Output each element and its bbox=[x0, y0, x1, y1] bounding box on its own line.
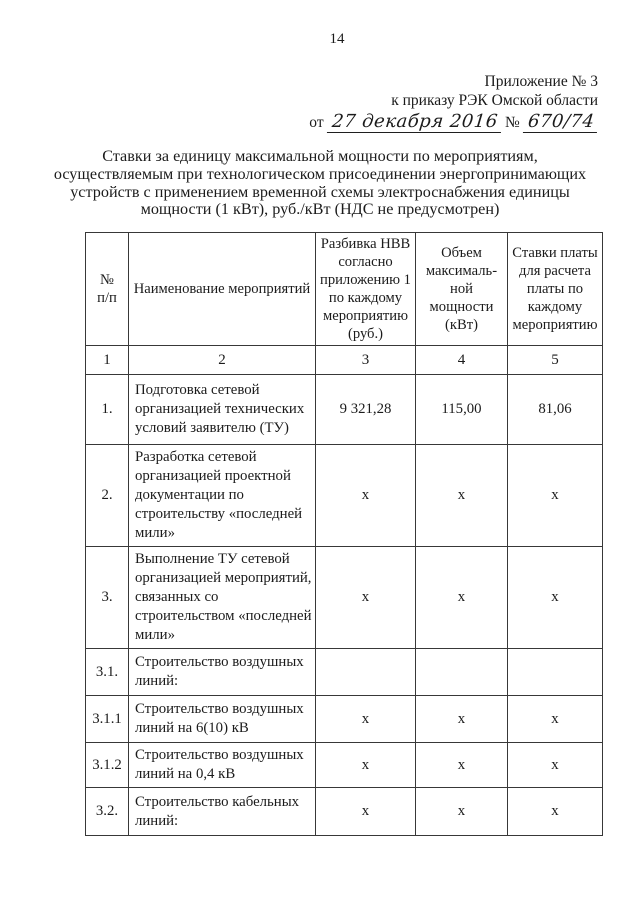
column-number-4: 4 bbox=[415, 345, 508, 376]
table-row: 3. Выполнение ТУ сетевой организацией ме… bbox=[85, 546, 603, 650]
row-number-cell: 2. bbox=[85, 444, 129, 548]
table-header-row: № п/п Наименование мероприятий Разбивка … bbox=[85, 232, 603, 347]
table-row: 3.1.1 Строительство воздушных линий на 6… bbox=[85, 695, 603, 744]
appendix-line-1: Приложение № 3 bbox=[484, 73, 598, 90]
rate-value-cell bbox=[507, 648, 603, 697]
nvv-value-cell: х bbox=[315, 444, 416, 548]
header-cell-num: № п/п bbox=[85, 232, 129, 347]
measure-name-cell: Строительство воздушных линий на 6(10) к… bbox=[128, 695, 316, 744]
nvv-value-cell bbox=[315, 648, 416, 697]
rate-value-cell: х bbox=[507, 546, 603, 650]
rate-value-cell: 81,06 bbox=[507, 374, 603, 446]
measure-name-cell: Строительство кабельных линий: bbox=[128, 787, 316, 837]
appendix-date-line: от 27 декабря 2016 № 670/74 bbox=[0, 111, 600, 135]
column-number-5: 5 bbox=[507, 345, 603, 376]
document-title: Ставки за единицу максимальной мощности … bbox=[53, 147, 587, 219]
header-cell-name: Наименование мероприятий bbox=[128, 232, 316, 347]
header-cell-rate: Ставки платы для расчета платы по каждом… bbox=[507, 232, 603, 347]
rate-value-cell: х bbox=[507, 444, 603, 548]
volume-value-cell: х bbox=[415, 787, 508, 837]
rate-value-cell: х bbox=[507, 695, 603, 744]
number-sign: № bbox=[505, 114, 520, 131]
measure-name-cell: Выполнение ТУ сетевой организацией мероп… bbox=[128, 546, 316, 650]
appendix-line-2: к приказу РЭК Омской области bbox=[391, 92, 598, 109]
table-row: 3.1. Строительство воздушных линий: bbox=[85, 648, 603, 697]
table-row: 3.2. Строительство кабельных линий: х х … bbox=[85, 787, 603, 837]
rate-value-cell: х bbox=[507, 787, 603, 837]
nvv-value-cell: х bbox=[315, 546, 416, 650]
handwritten-number: 670/74 bbox=[522, 111, 600, 133]
rates-table-wrapper: № п/п Наименование мероприятий Разбивка … bbox=[85, 232, 640, 837]
row-number-cell: 3.1. bbox=[85, 648, 129, 697]
column-number-2: 2 bbox=[128, 345, 316, 376]
table-row: 2. Разработка сетевой организацией проек… bbox=[85, 444, 603, 548]
from-label: от bbox=[309, 114, 324, 131]
page-number-value: 14 bbox=[329, 31, 345, 47]
measure-name-cell: Подготовка сетевой организацией техничес… bbox=[128, 374, 316, 446]
table-row: 1. Подготовка сетевой организацией техни… bbox=[85, 374, 603, 446]
row-number-cell: 3.1.2 bbox=[85, 742, 129, 789]
nvv-value-cell: х bbox=[315, 695, 416, 744]
volume-value-cell: 115,00 bbox=[415, 374, 508, 446]
header-cell-volume: Объем максималь- ной мощности (кВт) bbox=[415, 232, 508, 347]
volume-value-cell: х bbox=[415, 695, 508, 744]
header-cell-nvv: Разбивка НВВ согласно приложению 1 по ка… bbox=[315, 232, 416, 347]
column-number-row: 1 2 3 4 5 bbox=[85, 345, 603, 376]
rate-value-cell: х bbox=[507, 742, 603, 789]
measure-name-cell: Строительство воздушных линий на 0,4 кВ bbox=[128, 742, 316, 789]
measure-name-cell: Строительство воздушных линий: bbox=[128, 648, 316, 697]
row-number-cell: 3.1.1 bbox=[85, 695, 129, 744]
nvv-value-cell: х bbox=[315, 742, 416, 789]
column-number-1: 1 bbox=[85, 345, 129, 376]
rates-table: № п/п Наименование мероприятий Разбивка … bbox=[85, 232, 603, 837]
table-row: 3.1.2 Строительство воздушных линий на 0… bbox=[85, 742, 603, 789]
volume-value-cell: х bbox=[415, 546, 508, 650]
table-body: 1. Подготовка сетевой организацией техни… bbox=[85, 374, 603, 837]
column-number-3: 3 bbox=[315, 345, 416, 376]
row-number-cell: 1. bbox=[85, 374, 129, 446]
row-number-cell: 3. bbox=[85, 546, 129, 650]
appendix-block: Приложение № 3 к приказу РЭК Омской обла… bbox=[0, 72, 640, 135]
nvv-value-cell: х bbox=[315, 787, 416, 837]
measure-name-cell: Разработка сетевой организацией проектно… bbox=[128, 444, 316, 548]
volume-value-cell: х bbox=[415, 444, 508, 548]
handwritten-date: 27 декабря 2016 bbox=[326, 111, 503, 133]
volume-value-cell: х bbox=[415, 742, 508, 789]
volume-value-cell bbox=[415, 648, 508, 697]
page-number: 14 bbox=[0, 0, 640, 48]
row-number-cell: 3.2. bbox=[85, 787, 129, 837]
nvv-value-cell: 9 321,28 bbox=[315, 374, 416, 446]
